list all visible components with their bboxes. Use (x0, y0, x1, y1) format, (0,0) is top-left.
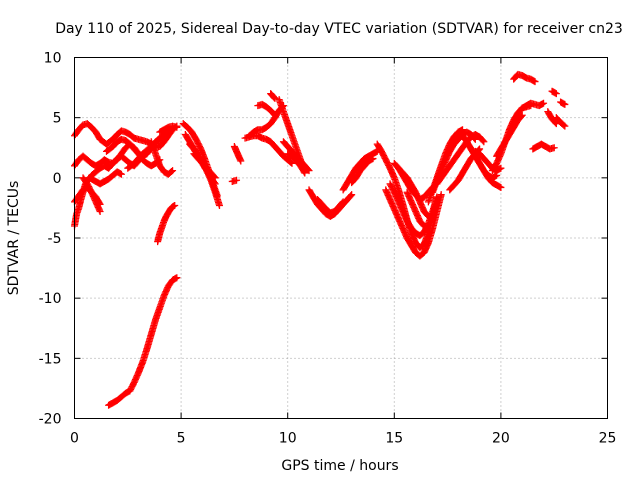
data-point (96, 208, 104, 216)
data-point (237, 157, 245, 165)
data-point (429, 215, 437, 223)
series-j2 (403, 188, 428, 230)
series-z2 (557, 98, 569, 108)
data-point (271, 111, 279, 119)
data-point (560, 121, 568, 129)
series-j (79, 174, 104, 216)
series-a (71, 120, 138, 148)
data-point (419, 221, 427, 229)
data-point (369, 155, 377, 163)
series-u (241, 132, 296, 167)
data-point (479, 137, 487, 145)
series-f2 (382, 186, 445, 260)
chart-title: Day 110 of 2025, Sidereal Day-to-day VTE… (55, 21, 623, 37)
series-s (228, 176, 241, 185)
x-axis-label: GPS time / hours (281, 458, 398, 474)
y-axis-label: SDTVAR / TECUs (6, 181, 22, 296)
series-t2 (510, 70, 539, 86)
series-z (284, 150, 309, 177)
y-tick-label: -5 (48, 231, 62, 247)
data-point (540, 99, 548, 107)
data-point (211, 174, 219, 182)
data-point (437, 191, 445, 199)
data-point (561, 122, 569, 130)
series-h (88, 152, 142, 179)
data-point (171, 202, 179, 210)
x-tick-label: 10 (279, 431, 297, 447)
data-point (233, 176, 241, 184)
data-point (531, 78, 539, 86)
data-point (480, 138, 488, 146)
series-l (154, 202, 179, 246)
series-w (267, 90, 279, 102)
gridlines (74, 57, 608, 419)
data-point (339, 198, 347, 206)
data-point (288, 159, 296, 167)
data-point (287, 158, 295, 166)
y-tick-label: 10 (44, 51, 62, 67)
data-point (348, 191, 356, 199)
y-tick-label: -20 (39, 412, 62, 428)
y-tick-label: 0 (53, 171, 62, 187)
data-point (134, 158, 142, 166)
series-s2 (493, 111, 526, 160)
data-points (71, 70, 569, 409)
data-point (561, 100, 569, 108)
series-b2 (314, 195, 347, 217)
data-point (270, 94, 278, 102)
plot-frame (74, 57, 608, 419)
series-w2 (544, 108, 560, 128)
data-point (552, 90, 560, 98)
data-point (269, 93, 277, 101)
data-point (173, 123, 181, 131)
series-m2 (433, 131, 488, 188)
series-g2 (386, 180, 441, 240)
data-point (117, 170, 125, 178)
data-point (338, 199, 346, 207)
data-point (301, 169, 309, 177)
series-n2 (446, 145, 484, 194)
series-d2 (348, 155, 377, 187)
data-point (420, 222, 428, 230)
data-point (168, 168, 176, 176)
data-point (173, 274, 181, 282)
data-point (210, 173, 218, 181)
data-point (347, 192, 355, 200)
data-point (271, 94, 279, 102)
series-f (147, 138, 177, 178)
series-u2 (518, 99, 548, 112)
series-r2 (488, 102, 535, 175)
data-point (270, 110, 278, 118)
series-v2 (529, 140, 558, 153)
x-tick-label: 25 (599, 431, 617, 447)
series-q (190, 150, 219, 182)
y-tick-label: -15 (39, 351, 62, 367)
series-k (156, 122, 181, 136)
x-tick-label: 0 (70, 431, 79, 447)
x-tick-label: 15 (385, 431, 403, 447)
x-tick-label: 20 (492, 431, 510, 447)
series-m (105, 274, 181, 409)
series-v (254, 100, 279, 119)
series-y2 (552, 114, 569, 130)
data-point (497, 164, 505, 172)
x-tick-label: 5 (177, 431, 186, 447)
data-point (518, 111, 526, 119)
y-tick-label: 5 (53, 111, 62, 127)
data-point (497, 183, 505, 191)
data-point (550, 144, 558, 152)
data-point (433, 193, 441, 201)
series-r (230, 143, 245, 165)
data-point (517, 112, 525, 120)
series-x2 (548, 87, 560, 98)
axis-ticks: 0 5 10 15 20 25 -20 -15 -10 -5 0 5 10 (39, 51, 617, 447)
data-point (300, 168, 308, 176)
y-tick-label: -10 (39, 291, 62, 307)
data-point (134, 157, 142, 165)
data-point (169, 167, 177, 175)
data-point (215, 202, 223, 210)
